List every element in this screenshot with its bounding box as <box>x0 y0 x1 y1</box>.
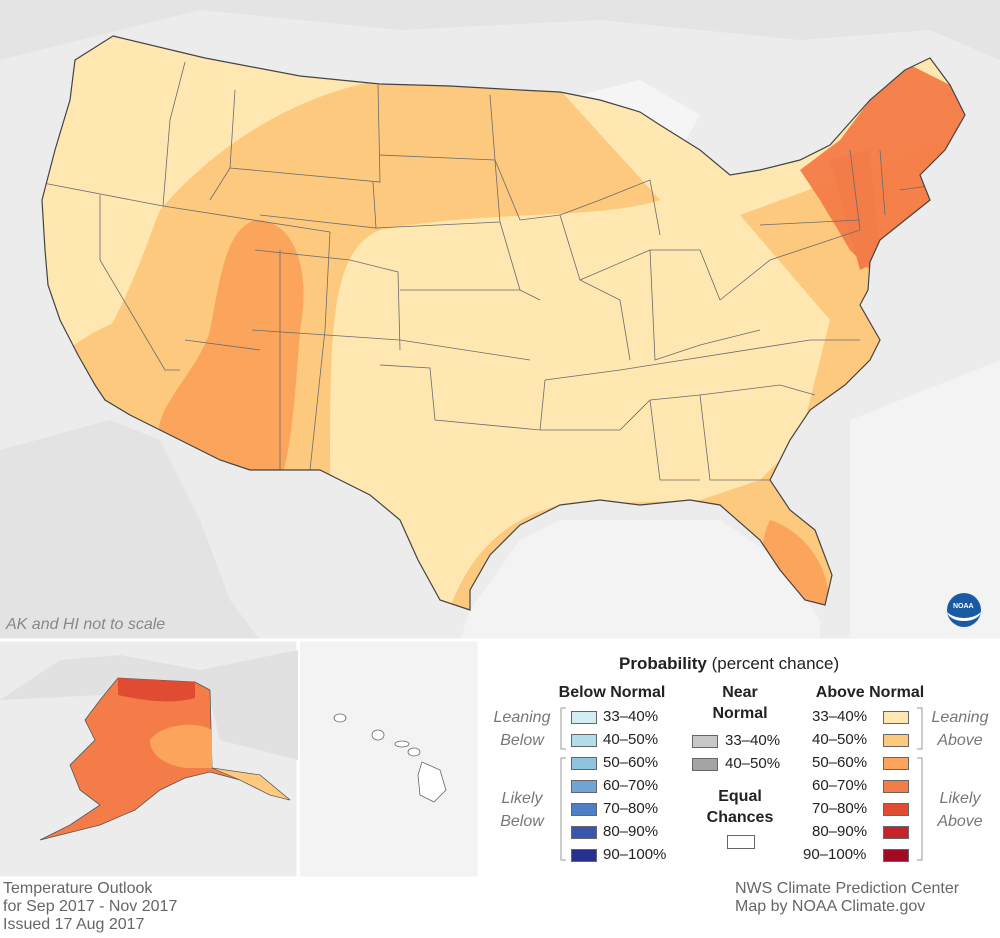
above-label-5: 80–90% <box>812 823 868 840</box>
noaa-logo-label: NOAA <box>953 603 974 610</box>
alaska-map <box>39 677 291 841</box>
above-label-0: 33–40% <box>812 708 868 725</box>
likely-below-label: Likely Below <box>484 787 560 833</box>
near-label-1: 40–50% <box>725 755 781 772</box>
leaning-above-label: Leaning Above <box>922 706 998 752</box>
legend-title-rest: (percent chance) <box>706 654 840 673</box>
footer-title: Temperature Outlook <box>3 880 153 897</box>
below-swatch-1 <box>571 734 597 747</box>
above-normal-header: Above Normal <box>815 684 925 701</box>
above-label-2: 50–60% <box>812 754 868 771</box>
legend-title-bold: Probability <box>619 654 707 673</box>
above-swatch-6 <box>883 849 909 862</box>
above-label-1: 40–50% <box>812 731 868 748</box>
below-label-3: 60–70% <box>603 777 659 794</box>
below-label-0: 33–40% <box>603 708 659 725</box>
near-normal-header-2: Normal <box>712 705 768 722</box>
leaning-above-line2: Above <box>937 732 983 749</box>
leaning-above-line1: Leaning <box>931 709 989 726</box>
below-label-5: 80–90% <box>603 823 659 840</box>
likely-below-line2: Below <box>500 813 544 830</box>
above-label-6: 90–100% <box>803 846 867 863</box>
equal-chances-line2: Chances <box>706 809 774 826</box>
above-label-4: 70–80% <box>812 800 868 817</box>
noaa-logo <box>947 593 981 627</box>
footer-issued: Issued 17 Aug 2017 <box>3 916 145 933</box>
below-swatch-2 <box>571 757 597 770</box>
near-normal-header-1: Near <box>722 684 758 701</box>
hawaii-map <box>333 713 447 803</box>
leaning-below-line2: Below <box>500 732 544 749</box>
below-label-2: 50–60% <box>603 754 659 771</box>
footer-left: Temperature Outlook for Sep 2017 - Nov 2… <box>3 880 177 934</box>
below-swatch-0 <box>571 711 597 724</box>
above-swatch-3 <box>883 780 909 793</box>
likely-above-line2: Above <box>937 813 983 830</box>
below-normal-header: Below Normal <box>558 684 666 701</box>
below-label-4: 70–80% <box>603 800 659 817</box>
legend-title: Probability (percent chance) <box>619 654 839 674</box>
above-swatch-0 <box>883 711 909 724</box>
leaning-below-line1: Leaning <box>493 709 551 726</box>
below-swatch-4 <box>571 803 597 816</box>
equal-chances-swatch <box>727 835 755 849</box>
leaning-below-label: Leaning Below <box>484 706 560 752</box>
below-swatch-6 <box>571 849 597 862</box>
below-label-6: 90–100% <box>603 846 667 863</box>
equal-chances-line1: Equal <box>718 788 762 805</box>
footer-period: for Sep 2017 - Nov 2017 <box>3 898 178 915</box>
above-swatch-5 <box>883 826 909 839</box>
near-swatch-0 <box>692 735 718 748</box>
above-swatch-2 <box>883 757 909 770</box>
above-swatch-1 <box>883 734 909 747</box>
near-label-0: 33–40% <box>725 732 781 749</box>
below-swatch-5 <box>571 826 597 839</box>
above-swatch-4 <box>883 803 909 816</box>
footer-credit-cpc: NWS Climate Prediction Center <box>735 880 960 897</box>
likely-above-line1: Likely <box>939 790 981 807</box>
likely-below-line1: Likely <box>501 790 543 807</box>
below-label-1: 40–50% <box>603 731 659 748</box>
likely-above-label: Likely Above <box>922 787 998 833</box>
footer-credit-map: Map by NOAA Climate.gov <box>735 898 926 915</box>
above-label-3: 60–70% <box>812 777 868 794</box>
scale-note: AK and HI not to scale <box>6 616 166 633</box>
footer-right: NWS Climate Prediction Center Map by NOA… <box>735 880 959 916</box>
near-swatch-1 <box>692 758 718 771</box>
below-swatch-3 <box>571 780 597 793</box>
